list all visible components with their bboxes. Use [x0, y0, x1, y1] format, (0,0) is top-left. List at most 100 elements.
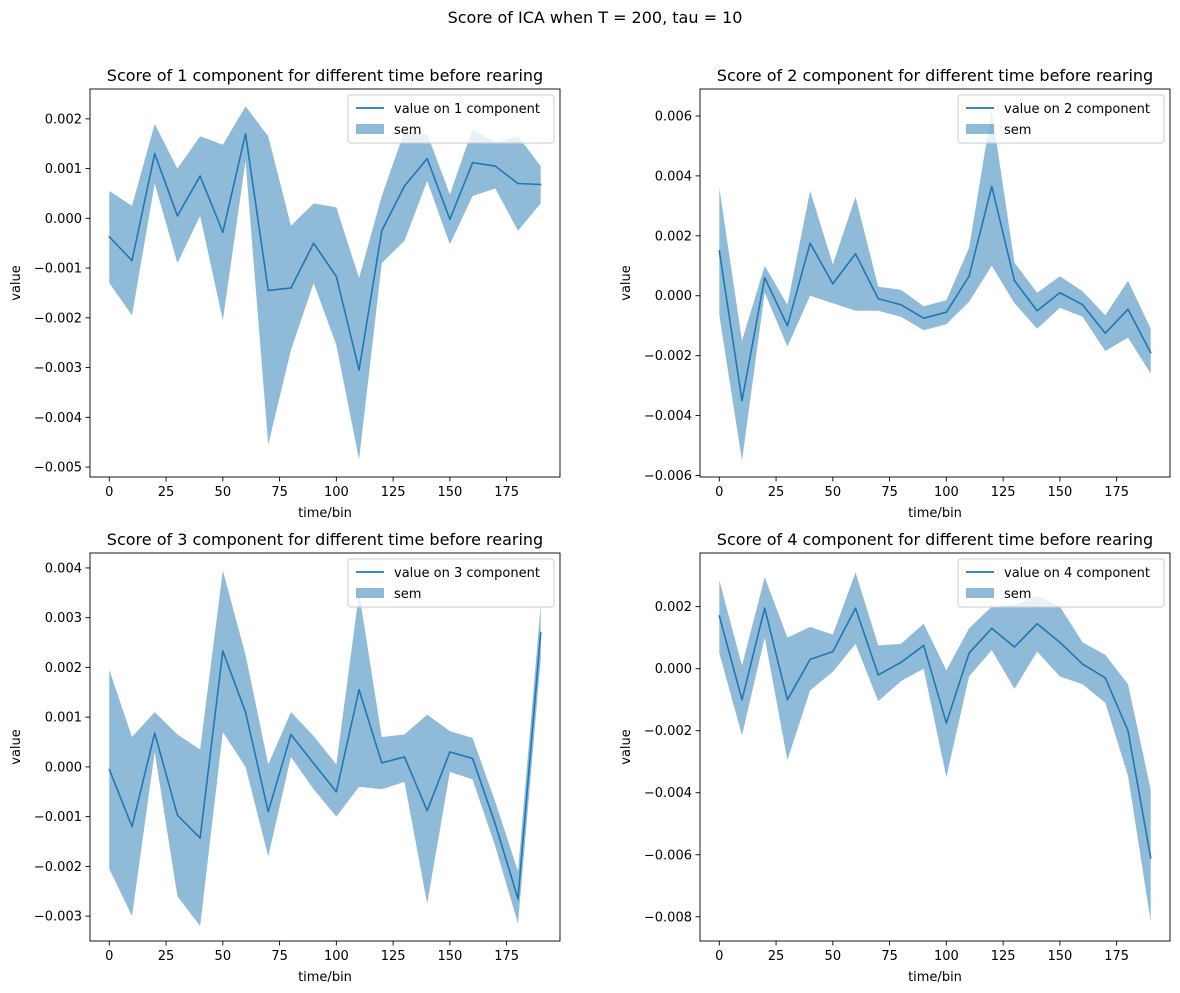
y-tick-label: −0.002: [644, 724, 692, 739]
data-point: [471, 757, 474, 760]
subplot-3: Score of 3 component for different time …: [9, 530, 561, 985]
legend-band-swatch: [966, 124, 994, 134]
x-tick-label: 125: [991, 949, 1016, 964]
y-tick-label: 0.000: [655, 662, 692, 677]
x-tick-label: 150: [437, 949, 462, 964]
y-tick-label: 0.002: [45, 112, 82, 127]
data-point: [832, 650, 834, 653]
data-point: [786, 324, 789, 327]
sem-band: [719, 109, 1151, 461]
x-tick-label: 150: [1047, 949, 1072, 964]
data-point: [131, 259, 133, 262]
subplot-4: Score of 4 component for different time …: [619, 530, 1171, 985]
data-point: [290, 733, 292, 736]
y-tick-label: 0.006: [655, 109, 692, 124]
y-tick-label: −0.004: [644, 786, 692, 801]
data-point: [990, 185, 993, 188]
x-tick-label: 175: [1104, 949, 1129, 964]
y-tick-label: −0.002: [34, 311, 82, 326]
data-point: [1127, 729, 1129, 732]
data-point: [1059, 291, 1061, 294]
data-point: [290, 287, 292, 289]
legend-band-label: sem: [394, 587, 421, 602]
y-tick-label: 0.004: [655, 169, 692, 184]
data-point: [244, 132, 247, 135]
x-tick-label: 0: [715, 485, 723, 500]
legend-box: [957, 558, 1165, 608]
data-point: [1104, 677, 1107, 679]
subplot-title: Score of 3 component for different time …: [107, 530, 543, 549]
data-point: [763, 607, 766, 610]
data-point: [968, 652, 970, 654]
series-line: [108, 632, 542, 900]
subplot-title: Score of 4 component for different time …: [717, 530, 1153, 549]
data-point: [494, 165, 497, 167]
data-point: [832, 282, 834, 285]
legend-box: [957, 94, 1165, 144]
subplot-1: Score of 1 component for different time …: [9, 66, 561, 521]
x-tick-label: 25: [768, 485, 785, 500]
legend: value on 2 component sem: [957, 94, 1165, 144]
sem-band: [109, 570, 541, 927]
data-point: [1013, 646, 1016, 648]
x-tick-label: 100: [934, 485, 959, 500]
y-tick-label: 0.003: [45, 611, 82, 626]
y-tick-label: 0.004: [45, 561, 82, 576]
data-point: [539, 631, 542, 634]
data-point: [854, 252, 857, 255]
data-point: [809, 658, 811, 661]
x-tick-label: 125: [381, 485, 406, 500]
y-tick-label: 0.001: [45, 711, 82, 726]
x-tick-label: 175: [494, 949, 519, 964]
x-tick-label: 75: [881, 949, 898, 964]
data-point: [199, 175, 201, 177]
data-point: [1104, 332, 1107, 334]
subplot-2: Score of 2 component for different time …: [619, 66, 1171, 521]
legend: value on 4 component sem: [957, 558, 1165, 608]
legend-line-label: value on 4 component: [1004, 566, 1150, 581]
data-point: [922, 644, 925, 647]
data-point: [877, 297, 880, 300]
x-tick-label: 125: [381, 949, 406, 964]
y-tick-label: 0.000: [45, 212, 82, 227]
data-point: [380, 762, 383, 764]
figure-suptitle: Score of ICA when T = 200, tau = 10: [448, 8, 743, 27]
y-tick-label: −0.002: [34, 860, 82, 875]
data-point: [786, 698, 789, 701]
data-point: [426, 809, 428, 812]
data-point: [900, 303, 902, 306]
data-point: [449, 218, 451, 221]
legend-box: [347, 558, 555, 608]
y-tick-label: −0.005: [34, 461, 82, 476]
data-point: [108, 235, 111, 238]
sem-band: [109, 106, 541, 460]
y-axis-label: value: [619, 729, 634, 765]
data-point: [267, 810, 270, 813]
data-point: [380, 229, 383, 232]
sem-band: [719, 572, 1151, 922]
data-point: [312, 762, 315, 765]
legend-band-swatch: [966, 588, 994, 598]
x-tick-label: 50: [215, 485, 232, 500]
data-point: [922, 317, 925, 320]
y-tick-label: −0.004: [644, 409, 692, 424]
series-line: [108, 132, 541, 371]
subplot-title: Score of 1 component for different time …: [107, 66, 543, 85]
y-tick-label: −0.008: [644, 910, 692, 925]
legend-line-label: value on 1 component: [394, 102, 540, 117]
data-point: [267, 289, 270, 292]
legend-box: [347, 94, 555, 144]
data-point: [877, 674, 880, 676]
data-point: [945, 311, 948, 314]
y-tick-label: −0.002: [644, 349, 692, 364]
x-tick-label: 100: [934, 949, 959, 964]
y-tick-label: 0.000: [45, 760, 82, 775]
x-tick-label: 125: [991, 485, 1016, 500]
data-point: [1036, 309, 1038, 312]
data-point: [718, 249, 721, 252]
x-tick-label: 0: [105, 949, 113, 964]
data-point: [718, 615, 721, 617]
data-point: [1081, 303, 1084, 306]
data-point: [1149, 351, 1152, 354]
axes-frame: [699, 88, 1171, 478]
